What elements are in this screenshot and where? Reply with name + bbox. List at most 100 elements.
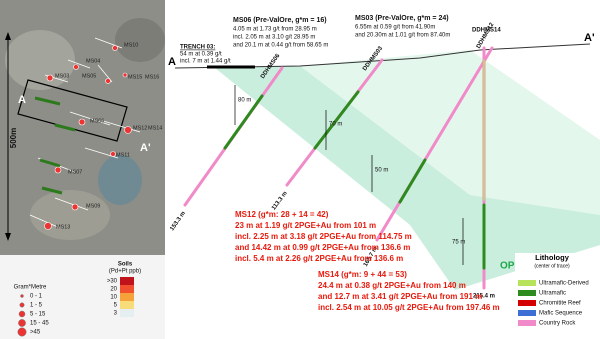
collar-label: MS04 <box>86 58 100 64</box>
shape-polygon <box>215 66 600 290</box>
shape-line <box>41 186 63 195</box>
shape-g <box>44 45 132 230</box>
interval-width: 70 m <box>329 122 342 128</box>
shape-line <box>54 197 89 211</box>
shape-line <box>67 59 91 69</box>
shape-line <box>69 111 111 126</box>
ms14-title: MS14 (g*m: 9 + 44 = 53) <box>318 270 407 279</box>
ms12-line: incl. 2.25 m at 3.18 g/t 2PGE+Au from 11… <box>235 232 412 241</box>
interval-width: 75 m <box>452 240 465 246</box>
shape-polygon <box>300 50 600 215</box>
section-end: A' <box>140 142 151 154</box>
ms14-line: and 12.7 m at 3.41 g/t 2PGE+Au from 191 … <box>318 292 482 301</box>
shape-g <box>183 46 494 290</box>
ms06-line: and 20.1 m at 0.44 g/t from 58.65 m <box>233 43 328 49</box>
legend-title: Lithology <box>535 253 570 262</box>
ms03-title: MS03 (Pre-ValOre, g*m = 24) <box>355 15 449 22</box>
shape-polyline <box>174 43 591 69</box>
collar-label: MS05 <box>82 73 96 79</box>
collar-label: MS07 <box>68 169 82 175</box>
interval-width: 80 m <box>238 98 251 104</box>
legend-label: >45 <box>30 330 41 336</box>
shape-rect <box>120 285 134 293</box>
shape-ellipse <box>98 155 142 205</box>
hole-depth: 215.4 m <box>473 294 495 300</box>
shape-rect <box>518 280 536 286</box>
shape-circle <box>19 302 25 308</box>
shape-polygon <box>5 32 11 40</box>
hole-label: DDHMS14 <box>472 28 501 34</box>
shape-circle <box>18 310 26 318</box>
legend-label: Ultramafic-Derived <box>539 281 589 287</box>
ms14-line: incl. 2.54 m at 10.05 g/t 2PGE+Au from 1… <box>318 303 500 312</box>
ms12-title: MS12 (g*m: 28 + 14 = 42) <box>235 210 329 219</box>
legend-label: Country Rock <box>539 321 576 327</box>
shape-polygon <box>5 233 11 241</box>
legend-title: Gram*Metre <box>14 285 47 291</box>
collar-label: MS14 <box>148 125 162 131</box>
legend-label: 3 <box>114 311 118 317</box>
shape-circle <box>17 327 27 337</box>
open-label: OPEN <box>500 261 528 272</box>
collar-label: MS13 <box>56 224 70 230</box>
collar-label: MS12 <box>133 125 147 131</box>
shape-rect <box>518 290 536 296</box>
shape-line <box>375 46 494 242</box>
shape-circle <box>112 45 118 51</box>
shape-ellipse <box>30 190 110 240</box>
interval-width: 50 m <box>375 168 388 174</box>
shape-rect <box>120 293 134 301</box>
collar-label: MS03 <box>55 73 69 79</box>
trench-line: incl. 7 m at 1.44 g/t <box>180 59 231 65</box>
legend-label: 5 <box>114 303 118 309</box>
shape-rect <box>518 310 536 316</box>
shape-polygon <box>17 79 128 142</box>
trench-title: TRENCH 03: <box>180 45 215 51</box>
collar-label: MS16 <box>145 74 159 80</box>
section-start: A <box>168 56 176 68</box>
ms06-title: MS06 (Pre-ValOre, g*m = 16) <box>233 17 327 24</box>
shape-circle <box>54 166 62 174</box>
shape-circle <box>110 151 116 157</box>
legend-label: Chromitite Reef <box>539 301 581 307</box>
shape-circle <box>78 118 86 126</box>
legend-label: 0 - 1 <box>30 294 43 300</box>
shape-g <box>17 294 27 337</box>
shape-line <box>223 94 264 150</box>
shape-circle <box>105 78 111 84</box>
ms06-line: incl. 2.05 m at 3.10 g/t 28.95 m <box>233 35 315 41</box>
section-end: A' <box>584 32 595 44</box>
shape-line <box>54 123 76 132</box>
shape-line <box>99 119 141 133</box>
collar-label: MS11 <box>116 152 130 158</box>
ms14-line: 24.4 m at 0.38 g/t 2PGE+Au from 140 m <box>318 281 466 290</box>
ms12-line: 23 m at 1.19 g/t 2PGE+Au from 101 m <box>235 221 376 230</box>
legend-subtitle: (center of trace) <box>534 263 570 269</box>
ms06-line: 4.05 m at 1.73 g/t from 28.95 m <box>233 27 317 33</box>
scale-label: 500m <box>9 128 18 148</box>
shape-rect <box>120 277 134 285</box>
shape-line <box>313 90 360 150</box>
shape-circle <box>44 222 52 230</box>
ms03-line: and 20.30m at 1.01 g/t from 87.40m <box>355 33 450 39</box>
legend-subtitle: (Pd+Pt ppb) <box>109 269 141 275</box>
trench-line: 54 m at 0.39 g/t <box>180 52 222 58</box>
shape-line <box>398 158 427 204</box>
shape-g <box>34 96 76 195</box>
ms03-line: 6.55m at 0.59 g/t from 41.90m <box>355 25 435 31</box>
collar-label: MS09 <box>86 203 100 209</box>
legend-label: 20 <box>110 287 117 293</box>
shape-rect <box>0 255 165 339</box>
collar-label: MS10 <box>124 42 138 48</box>
shape-circle <box>46 74 54 82</box>
ms12-line: and 14.42 m at 0.99 g/t 2PGE+Au from 136… <box>235 243 410 252</box>
legend-label: Mafic Sequence <box>539 311 583 317</box>
shape-line <box>94 37 123 49</box>
shape-line <box>34 96 61 106</box>
shape-line <box>29 214 61 229</box>
shape-circle <box>71 203 79 211</box>
shape-circle <box>18 319 26 327</box>
section-start: A <box>18 94 26 106</box>
shape-ellipse <box>5 30 75 90</box>
